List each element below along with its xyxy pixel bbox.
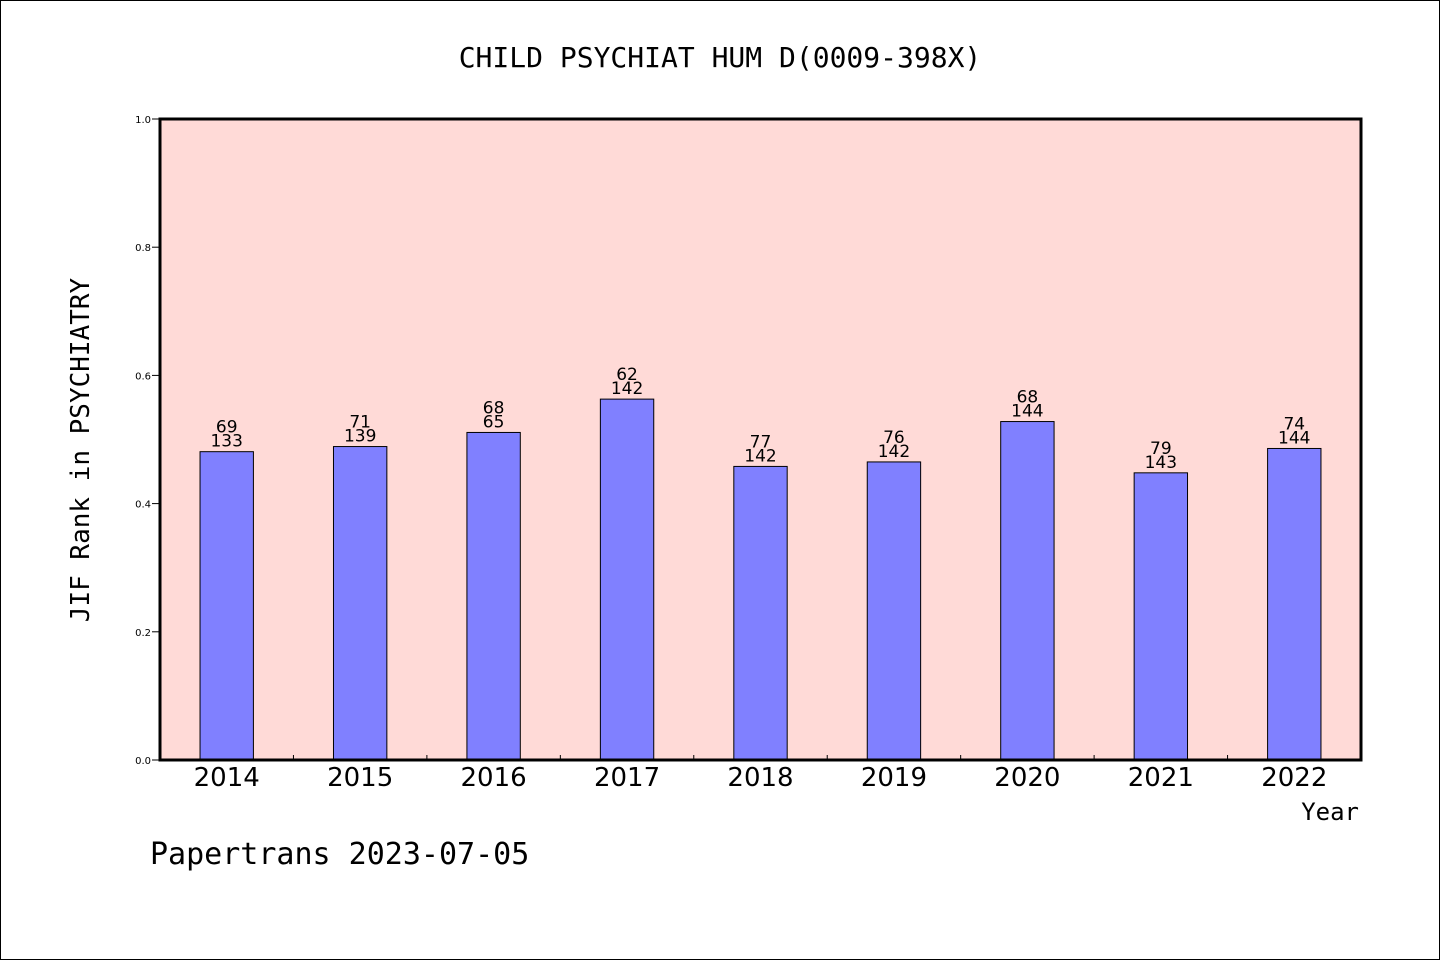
bar-label-bottom-2020: 144	[1011, 402, 1043, 422]
bar-labels-group: 6913371139686562142771427614268144791437…	[210, 365, 1310, 473]
y-tick-label-0.6: 0.6	[135, 371, 151, 382]
x-tick-label-2016: 2016	[461, 763, 527, 793]
bar-label-top-2015: 71	[349, 413, 371, 433]
x-axis-label: Year	[1301, 798, 1359, 826]
bar-2019	[866, 461, 922, 761]
x-tick-label-2020: 2020	[994, 763, 1060, 793]
bar-2020	[1000, 421, 1055, 761]
x-axis-ticks: 2014 2015 2016 2017 2018 2019 2020 2021 2022	[194, 755, 1327, 793]
bar-label-top-2021: 79	[1150, 439, 1172, 459]
footer-credit: Papertrans 2023-07-05	[150, 837, 529, 872]
x-tick-label-2021: 2021	[1128, 763, 1194, 793]
bar-label-top-2018: 77	[750, 432, 772, 452]
bar-2022	[1267, 447, 1322, 761]
y-tick-label-0.2: 0.2	[135, 628, 151, 639]
bar-label-top-2016: 68	[483, 398, 505, 418]
bar-label-bottom-2021: 143	[1145, 453, 1177, 473]
x-tick-label-2014: 2014	[194, 763, 260, 793]
bar-label-bottom-2017: 142	[611, 379, 643, 399]
bar-label-top-2020: 68	[1017, 388, 1039, 408]
bars-group	[199, 398, 1322, 761]
bar-label-bottom-2019: 142	[878, 442, 910, 462]
bar-label-bottom-2014: 133	[210, 432, 242, 452]
bar-label-top-2014: 69	[216, 418, 238, 438]
bar-label-bottom-2016: 65	[483, 412, 505, 432]
bar-2021	[1133, 472, 1189, 761]
y-tick-label-0.8: 0.8	[135, 243, 151, 254]
bar-label-bottom-2015: 139	[344, 427, 376, 447]
chart-title: CHILD PSYCHIAT HUM D(0009-398X)	[459, 41, 982, 74]
bar-label-top-2022: 74	[1283, 414, 1305, 434]
y-axis-label: JIF Rank in PSYCHIATRY	[66, 277, 96, 622]
bar-2017	[599, 398, 655, 761]
bar-label-bottom-2018: 142	[744, 446, 776, 466]
bar-label-top-2019: 76	[883, 428, 905, 448]
x-tick-label-2015: 2015	[327, 763, 393, 793]
y-tick-label-0.0: 0.0	[135, 756, 151, 767]
bar-2018	[733, 465, 788, 761]
bar-2014	[199, 451, 254, 761]
y-tick-label-1.0: 1.0	[135, 115, 151, 126]
y-tick-label-0.4: 0.4	[135, 500, 151, 511]
bar-label-bottom-2022: 144	[1278, 428, 1310, 448]
x-tick-label-2017: 2017	[594, 763, 660, 793]
x-tick-label-2022: 2022	[1261, 763, 1327, 793]
y-axis-ticks: 0.0 0.2 0.4 0.6 0.8 1.0	[135, 115, 160, 767]
bar-2016	[466, 431, 521, 761]
bar-label-top-2017: 62	[616, 365, 638, 385]
bar-2015	[332, 446, 388, 761]
x-tick-label-2018: 2018	[727, 763, 793, 793]
x-tick-label-2019: 2019	[861, 763, 927, 793]
plot-border	[158, 117, 1363, 762]
